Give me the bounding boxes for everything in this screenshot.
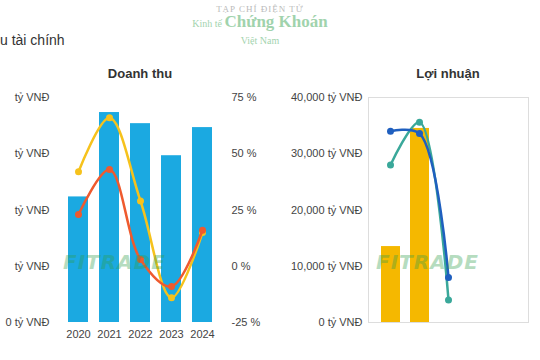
svg-text:2022: 2022	[128, 328, 152, 340]
svg-text:0 %: 0 %	[232, 260, 251, 272]
svg-text:30,000 tỷ VNĐ: 30,000 tỷ VNĐ	[291, 147, 363, 159]
svg-text:0 tỷ VNĐ: 0 tỷ VNĐ	[5, 316, 49, 328]
svg-text:50 %: 50 %	[232, 147, 257, 159]
svg-text:tỷ VNĐ: tỷ VNĐ	[15, 260, 50, 272]
svg-text:2024: 2024	[190, 328, 214, 340]
html-text:Lợi nhuận: Lợi nhuận	[416, 66, 480, 81]
svg-text:25 %: 25 %	[232, 204, 257, 216]
html-text:Việt Nam: Việt Nam	[240, 35, 280, 46]
svg-text:75 %: 75 %	[232, 91, 257, 103]
svg-text:tỷ VNĐ: tỷ VNĐ	[15, 204, 50, 216]
html-text:TẠP CHÍ ĐIỆN TỬ: TẠP CHÍ ĐIỆN TỬ	[216, 4, 304, 14]
svg-text:tỷ VNĐ: tỷ VNĐ	[15, 147, 50, 159]
svg-text:tỷ VNĐ: tỷ VNĐ	[15, 91, 50, 103]
svg-text:0 tỷ VNĐ: 0 tỷ VNĐ	[318, 316, 362, 328]
html-text:u tài chính: u tài chính	[0, 32, 65, 48]
html-text:FITRADE: FITRADE	[63, 250, 166, 274]
svg-text:2021: 2021	[97, 328, 121, 340]
svg-text:10,000 tỷ VNĐ: 10,000 tỷ VNĐ	[291, 260, 363, 272]
svg-text:40,000 tỷ VNĐ: 40,000 tỷ VNĐ	[291, 91, 363, 103]
svg-text:2020: 2020	[66, 328, 90, 340]
svg-text:-25 %: -25 %	[232, 316, 261, 328]
html-text:Doanh thu: Doanh thu	[107, 66, 173, 81]
html-text:FITRADE: FITRADE	[376, 250, 479, 274]
svg-text:20,000 tỷ VNĐ: 20,000 tỷ VNĐ	[291, 204, 363, 216]
svg-text:2023: 2023	[159, 328, 183, 340]
html-text:Kinh tếChứng Khoán: Kinh tếChứng Khoán	[192, 12, 328, 31]
